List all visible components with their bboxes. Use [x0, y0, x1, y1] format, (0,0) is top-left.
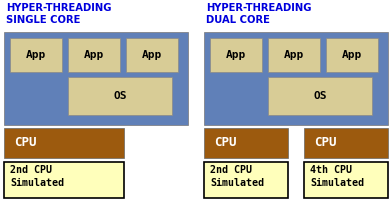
Text: App: App — [284, 50, 304, 60]
Bar — [268, 77, 372, 115]
Bar — [4, 162, 124, 198]
Text: OS: OS — [113, 91, 127, 101]
Text: CPU: CPU — [14, 137, 36, 150]
Text: 2nd CPU
Simulated: 2nd CPU Simulated — [10, 165, 64, 188]
Bar — [268, 38, 320, 72]
Bar — [304, 128, 388, 158]
Bar — [204, 162, 288, 198]
Text: 4th CPU
Simulated: 4th CPU Simulated — [310, 165, 364, 188]
Bar — [68, 38, 120, 72]
Text: OS: OS — [313, 91, 327, 101]
Bar — [204, 32, 388, 125]
Text: App: App — [226, 50, 246, 60]
Bar — [10, 38, 62, 72]
Text: App: App — [342, 50, 362, 60]
Text: CPU: CPU — [314, 137, 336, 150]
Text: HYPER-THREADING
DUAL CORE: HYPER-THREADING DUAL CORE — [206, 3, 312, 25]
Bar — [68, 77, 172, 115]
Text: CPU: CPU — [214, 137, 236, 150]
Bar — [210, 38, 262, 72]
Bar — [4, 128, 124, 158]
Text: App: App — [142, 50, 162, 60]
Bar — [204, 128, 288, 158]
Bar — [326, 38, 378, 72]
Bar — [4, 32, 188, 125]
Text: HYPER-THREADING
SINGLE CORE: HYPER-THREADING SINGLE CORE — [6, 3, 111, 25]
Text: App: App — [84, 50, 104, 60]
Bar — [304, 162, 388, 198]
Text: 2nd CPU
Simulated: 2nd CPU Simulated — [210, 165, 264, 188]
Text: App: App — [26, 50, 46, 60]
Bar — [126, 38, 178, 72]
